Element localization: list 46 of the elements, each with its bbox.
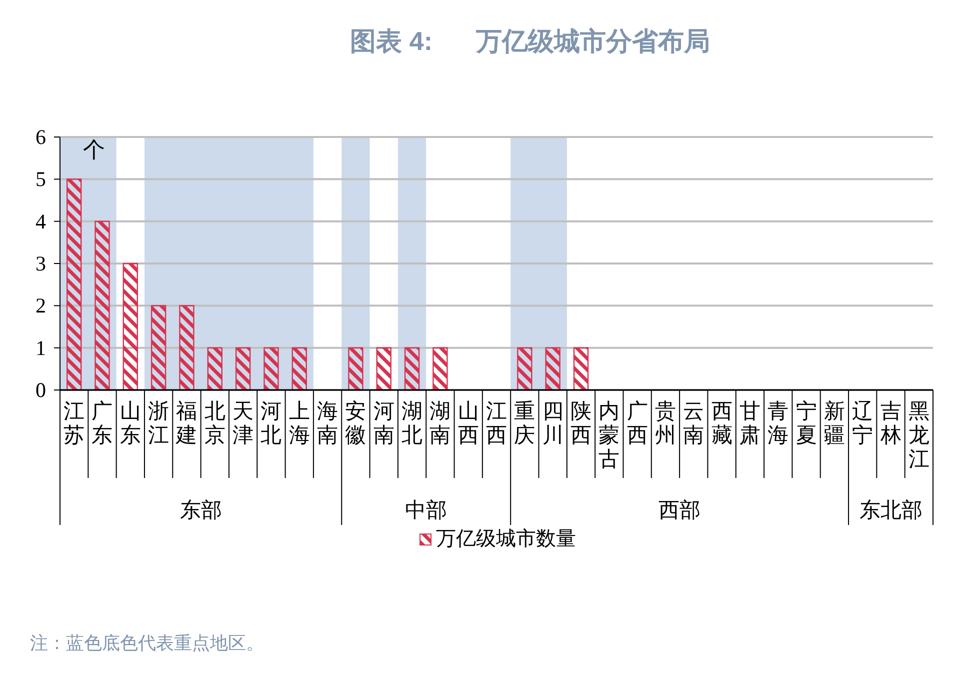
x-tick-label: 贵州 bbox=[654, 399, 676, 447]
x-tick-label: 宁夏 bbox=[796, 399, 817, 447]
x-tick-label: 四川 bbox=[542, 399, 564, 447]
x-tick-label: 北京 bbox=[204, 399, 226, 447]
y-tick-label: 1 bbox=[36, 336, 46, 360]
x-tick-label: 福建 bbox=[175, 399, 198, 447]
x-tick-label: 重庆 bbox=[514, 399, 536, 447]
y-tick-label: 0 bbox=[36, 378, 46, 402]
x-tick-label: 河北 bbox=[260, 399, 282, 447]
x-tick-label: 青海 bbox=[768, 399, 789, 447]
x-tick-label: 江苏 bbox=[64, 399, 85, 447]
chart-title: 图表 4: 万亿级城市分省布局 bbox=[350, 26, 710, 56]
x-tick-label: 河南 bbox=[373, 399, 394, 447]
y-tick-label: 3 bbox=[36, 252, 46, 276]
x-tick-label: 吉林 bbox=[879, 399, 902, 447]
x-tick-label: 内蒙古 bbox=[598, 399, 620, 471]
x-tick-label: 陕西 bbox=[570, 399, 592, 447]
x-tick-label: 黑龙江 bbox=[908, 399, 930, 471]
text: 东部 bbox=[180, 498, 222, 522]
x-tick-label: 天津 bbox=[232, 399, 254, 447]
y-tick-label: 5 bbox=[36, 167, 46, 192]
x-tick-label: 广西 bbox=[626, 399, 648, 447]
x-tick-label: 山西 bbox=[458, 399, 479, 447]
y-axis-title: 个 bbox=[82, 137, 105, 162]
x-tick-label: 西藏 bbox=[711, 399, 732, 447]
x-tick-label: 安徽 bbox=[345, 399, 366, 447]
x-tick-label: 海南 bbox=[317, 399, 338, 447]
y-tick-label: 2 bbox=[36, 294, 46, 318]
x-tick-label: 甘肃 bbox=[739, 399, 760, 447]
x-tick-label: 辽宁 bbox=[852, 399, 874, 447]
y-tick-label: 6 bbox=[36, 125, 46, 149]
text: 注：蓝色底色代表重点地区。 bbox=[30, 633, 264, 653]
text: 东北部 bbox=[859, 498, 922, 522]
x-tick-label: 上海 bbox=[288, 399, 310, 447]
x-tick-label: 浙江 bbox=[148, 399, 170, 447]
x-tick-label: 江西 bbox=[486, 399, 507, 447]
x-tick-label: 山东 bbox=[120, 399, 141, 447]
legend: 万亿级城市数量 bbox=[420, 528, 576, 550]
x-tick-label: 云南 bbox=[683, 399, 704, 447]
x-tick-label: 广东 bbox=[92, 399, 113, 447]
x-tick-label: 湖南 bbox=[430, 399, 451, 447]
x-tick-label: 湖北 bbox=[402, 399, 423, 447]
text: 中部 bbox=[405, 498, 448, 522]
x-tick-label: 新疆 bbox=[824, 399, 845, 447]
text: 西部 bbox=[658, 498, 701, 522]
y-tick-label: 4 bbox=[36, 209, 46, 234]
